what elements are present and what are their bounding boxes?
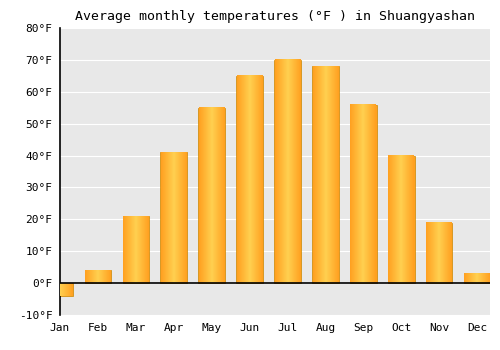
Bar (350, 105, 376, 283)
Bar (160, 152, 187, 283)
Bar (236, 76, 263, 283)
Bar (198, 108, 225, 283)
Title: Average monthly temperatures (°F ) in Shuangyashan: Average monthly temperatures (°F ) in Sh… (75, 10, 475, 23)
Bar (274, 60, 301, 283)
Bar (426, 223, 452, 283)
Bar (388, 155, 414, 283)
Bar (84, 270, 111, 283)
Bar (312, 66, 338, 283)
Bar (46, 283, 74, 296)
Bar (464, 274, 490, 283)
Bar (122, 216, 149, 283)
